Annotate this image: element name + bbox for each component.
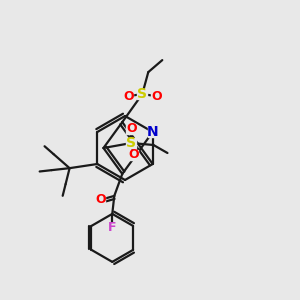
Text: S: S bbox=[137, 87, 147, 101]
Bar bbox=[107, 223, 117, 233]
Text: O: O bbox=[95, 194, 106, 206]
Bar bbox=[127, 138, 136, 148]
Text: N: N bbox=[147, 125, 158, 139]
Bar bbox=[148, 127, 158, 137]
Text: O: O bbox=[128, 148, 139, 161]
Text: O: O bbox=[126, 122, 137, 136]
Text: S: S bbox=[127, 136, 136, 150]
Bar bbox=[137, 89, 147, 99]
Text: O: O bbox=[123, 90, 134, 103]
Bar bbox=[123, 91, 133, 101]
Bar bbox=[151, 91, 161, 101]
Bar bbox=[95, 195, 105, 205]
Text: F: F bbox=[108, 221, 116, 234]
Text: O: O bbox=[151, 90, 162, 103]
Bar bbox=[127, 124, 136, 134]
Bar bbox=[128, 150, 139, 160]
